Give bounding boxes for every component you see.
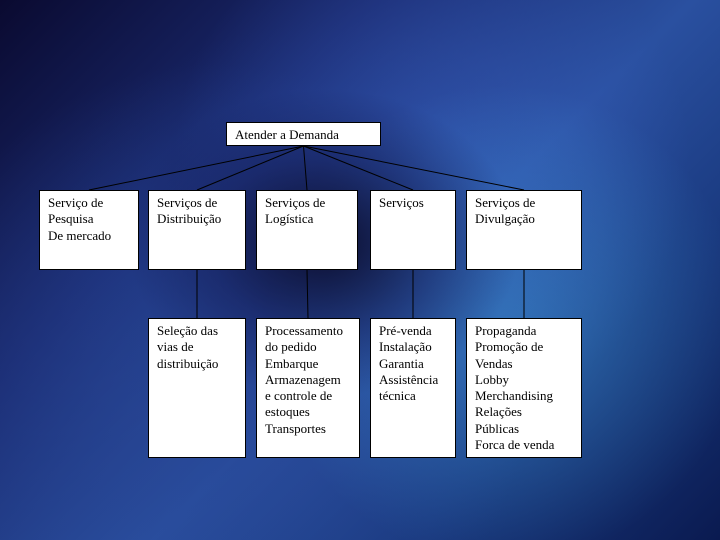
node-root: Atender a Demanda — [226, 122, 381, 146]
node-l5: Propaganda Promoção de Vendas Lobby Merc… — [466, 318, 582, 458]
node-l4: Pré-venda Instalação Garantia Assistênci… — [370, 318, 456, 458]
node-n2: Serviços de Distribuição — [148, 190, 246, 270]
node-l3: Processamento do pedido Embarque Armazen… — [256, 318, 360, 458]
node-n5: Serviços de Divulgação — [466, 190, 582, 270]
node-l2: Seleção das vias de distribuição — [148, 318, 246, 458]
node-n3: Serviços de Logística — [256, 190, 358, 270]
node-n1: Serviço de Pesquisa De mercado — [39, 190, 139, 270]
node-n4: Serviços — [370, 190, 456, 270]
background-art — [0, 0, 720, 540]
